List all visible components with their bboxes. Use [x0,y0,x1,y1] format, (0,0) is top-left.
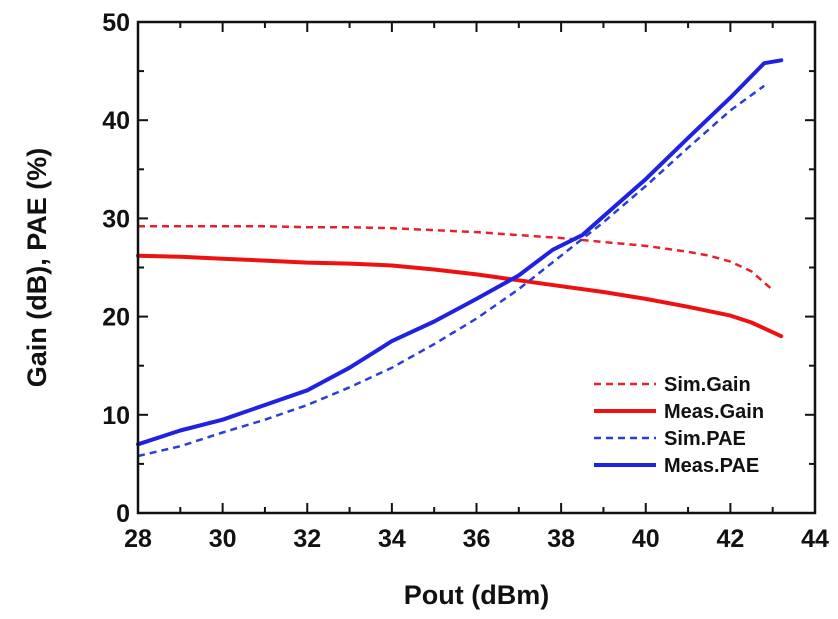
x-tick-label: 28 [124,525,152,553]
series-line-meas-gain [136,253,784,339]
x-tick-label: 44 [801,525,829,553]
legend-label: Meas.PAE [664,455,759,477]
y-tick-label: 10 [102,402,130,430]
legend-label: Sim.PAE [664,428,746,450]
x-tick-label: 34 [378,525,406,553]
x-tick-label: 42 [716,525,744,553]
tick-labels-layer: 28 30 32 34 36 38 40 42 44 0 10 20 30 40 50 [102,9,829,553]
series-line-meas-pae [136,58,784,447]
x-axis-title: Pout (dBm) [404,580,549,610]
ticks-layer [137,21,816,514]
x-tick-label: 36 [463,525,491,553]
legend: Sim.Gain Meas.Gain Sim.PAE Meas.PAE [594,374,764,477]
y-axis-title: Gain (dB), PAE (%) [22,148,52,388]
legend-label: Sim.Gain [664,374,751,396]
x-tick-label: 40 [632,525,660,553]
y-tick-label: 40 [102,107,130,135]
series-line-sim-pae [137,84,765,458]
series-line-sim-gain [138,225,774,292]
x-tick-label: 32 [293,525,321,553]
y-tick-label: 20 [102,304,130,332]
legend-label: Meas.Gain [664,401,764,423]
y-tick-label: 0 [116,500,130,528]
x-tick-label: 30 [209,525,237,553]
y-tick-label: 30 [102,205,130,233]
x-tick-label: 38 [547,525,575,553]
series-layer [136,58,784,458]
y-tick-label: 50 [102,9,130,37]
